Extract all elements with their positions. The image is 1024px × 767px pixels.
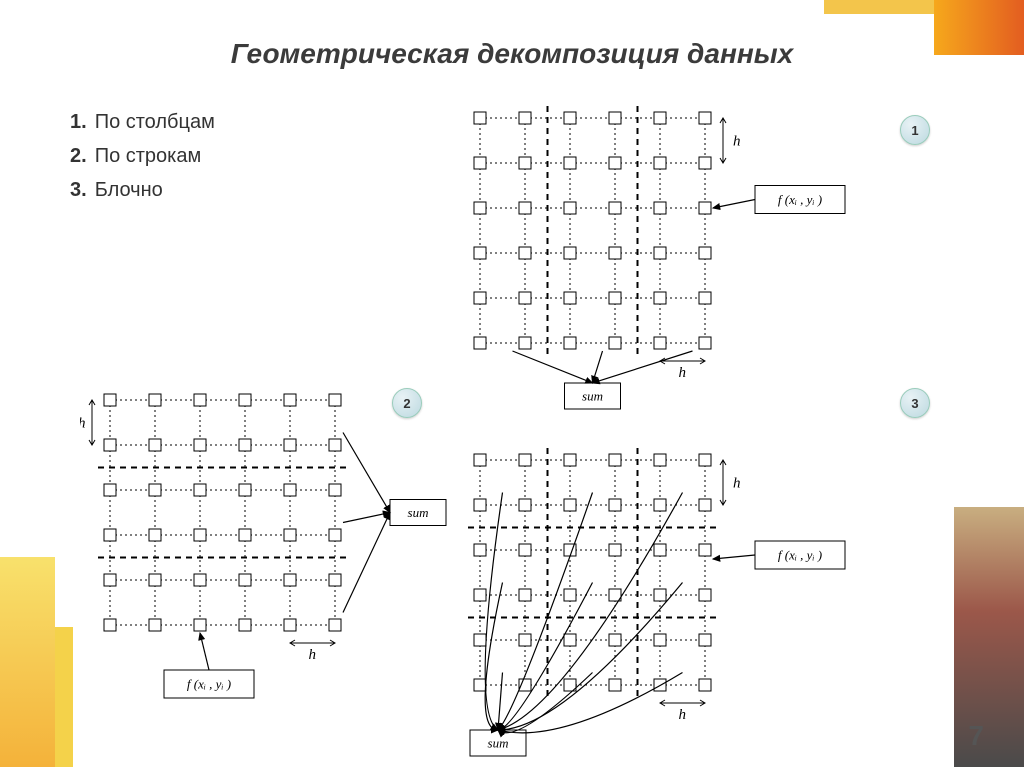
svg-text:f (xᵢ , yᵢ ): f (xᵢ , yᵢ ) <box>187 677 231 692</box>
svg-text:h: h <box>733 476 741 492</box>
svg-text:h: h <box>679 365 687 381</box>
list-number: 1. <box>70 111 87 133</box>
list-number: 2. <box>70 145 87 167</box>
decomposition-list: 1. По столбцам 2. По строкам 3. Блочно <box>70 105 215 207</box>
list-label: По столбцам <box>95 111 215 133</box>
list-label: Блочно <box>95 179 163 201</box>
corner-decoration-left <box>0 557 55 767</box>
corner-decoration-right <box>954 507 1024 767</box>
list-item: 2. По строкам <box>70 139 215 173</box>
svg-text:h: h <box>80 416 86 432</box>
svg-text:h: h <box>309 647 317 663</box>
svg-text:h: h <box>733 134 741 150</box>
list-item: 1. По столбцам <box>70 105 215 139</box>
svg-text:f (xᵢ , yᵢ ): f (xᵢ , yᵢ ) <box>778 548 822 563</box>
list-label: По строкам <box>95 145 202 167</box>
svg-text:f (xᵢ , yᵢ ): f (xᵢ , yᵢ ) <box>778 192 822 207</box>
corner-decoration-left-strip <box>55 627 73 767</box>
page-title: Геометрическая декомпозиция данных <box>0 38 1024 70</box>
corner-decoration-top-strip <box>824 0 934 14</box>
page-number: 7 <box>968 720 984 752</box>
list-item: 3. Блочно <box>70 173 215 207</box>
svg-text:sum: sum <box>408 505 429 520</box>
svg-text:sum: sum <box>488 736 509 751</box>
list-number: 3. <box>70 179 87 201</box>
diagram-blocks: h h sum f (xᵢ , yᵢ ) <box>450 430 905 767</box>
svg-text:h: h <box>679 707 687 723</box>
svg-text:sum: sum <box>582 389 603 404</box>
